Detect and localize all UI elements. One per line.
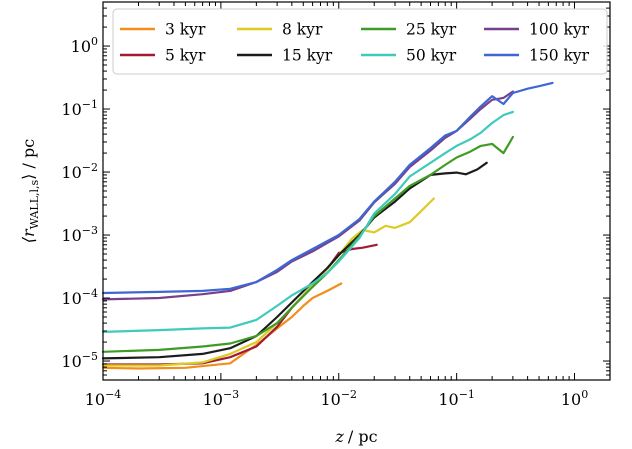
legend-label: 100 kyr <box>529 21 590 39</box>
axis-ticks: 10−4 10−3 10−2 10−1 100 10−5 10−4 10−3 10−2 10−1 1… <box>61 1 611 409</box>
series-line-100-kyr <box>101 90 515 301</box>
y-tick-label: 100 <box>71 35 98 56</box>
series-line-25-kyr <box>101 135 515 353</box>
legend-label: 25 kyr <box>406 21 457 39</box>
x-tick-label: 10−4 <box>85 388 122 409</box>
legend-label: 15 kyr <box>282 47 333 65</box>
y-axis-label: ⟨rWALL,l,s⟩ / pc <box>19 139 41 243</box>
series-line-50-kyr <box>101 110 515 333</box>
y-tick-label: 10−3 <box>61 224 98 245</box>
series-line-150-kyr <box>101 81 554 295</box>
legend-label: 150 kyr <box>529 47 590 65</box>
series-line-8-kyr <box>101 197 435 367</box>
legend-label: 50 kyr <box>406 47 457 65</box>
legend-label: 3 kyr <box>165 21 206 39</box>
y-tick-label: 10−1 <box>61 98 98 119</box>
x-tick-label: 10−3 <box>203 388 240 409</box>
x-axis-label: z / pc <box>334 427 377 446</box>
x-tick-label: 10−2 <box>320 388 357 409</box>
legend-label: 5 kyr <box>165 47 206 65</box>
x-tick-label: 100 <box>561 388 588 409</box>
series-lines <box>101 81 554 370</box>
series-line-15-kyr <box>101 161 488 360</box>
y-tick-label: 10−5 <box>61 350 98 371</box>
legend-label: 8 kyr <box>282 21 323 39</box>
y-tick-label: 10−4 <box>61 287 98 308</box>
legend: 3 kyr 5 kyr 8 kyr 15 kyr 25 kyr 50 kyr 100 kyr… <box>112 8 608 75</box>
y-tick-label: 10−2 <box>61 161 98 182</box>
x-tick-label: 10−1 <box>438 388 475 409</box>
legend-box <box>112 8 608 75</box>
